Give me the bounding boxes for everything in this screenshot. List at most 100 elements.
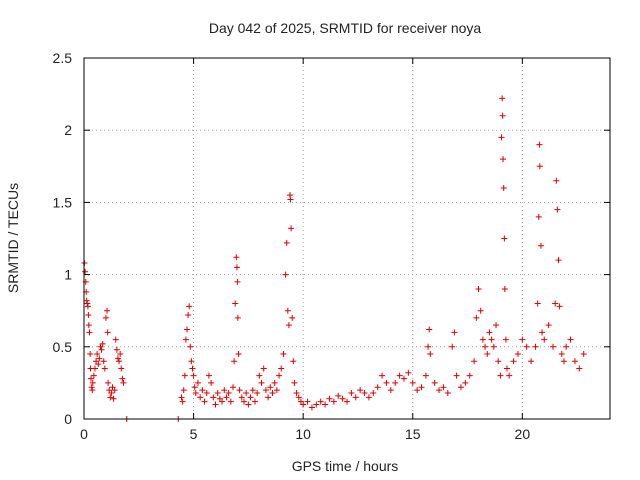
data-point	[245, 401, 252, 408]
data-point	[203, 390, 210, 397]
data-point	[247, 394, 254, 401]
y-tick-label: 2	[64, 122, 72, 138]
y-tick-label: 2.5	[53, 50, 73, 66]
data-point	[339, 395, 346, 402]
data-point	[262, 387, 269, 394]
data-point	[523, 343, 530, 350]
data-point	[409, 379, 416, 386]
data-point	[192, 390, 199, 397]
data-point	[449, 343, 456, 350]
data-point	[233, 264, 240, 271]
data-point	[269, 390, 276, 397]
data-point	[194, 379, 201, 386]
data-point	[189, 365, 196, 372]
data-point	[83, 297, 90, 304]
data-point	[392, 379, 399, 386]
data-point	[119, 375, 126, 382]
data-point	[118, 365, 125, 372]
data-point	[396, 372, 403, 379]
data-point	[240, 398, 247, 405]
data-point	[84, 303, 91, 310]
data-point	[214, 390, 221, 397]
data-point	[108, 390, 115, 397]
data-point	[112, 336, 119, 343]
data-point	[187, 343, 194, 350]
data-point	[114, 355, 121, 362]
data-point	[110, 395, 117, 402]
data-point	[431, 379, 438, 386]
data-point	[102, 314, 109, 321]
data-point	[234, 314, 241, 321]
data-point	[426, 326, 433, 333]
data-point	[348, 390, 355, 397]
data-point	[95, 361, 102, 368]
data-point	[278, 365, 285, 372]
data-point	[500, 184, 507, 191]
data-point	[223, 394, 230, 401]
data-point	[532, 343, 539, 350]
data-point	[233, 254, 240, 261]
data-point	[254, 390, 261, 397]
data-point	[552, 300, 559, 307]
data-point	[553, 177, 560, 184]
data-point	[493, 322, 500, 329]
data-point	[545, 322, 552, 329]
x-tick-label: 10	[295, 426, 311, 442]
data-point	[414, 387, 421, 394]
tick-layer: 0 5 10 15 20 0 0.5 1 1.5 2 2.5	[53, 50, 610, 442]
data-point	[365, 394, 372, 401]
data-point	[580, 351, 587, 358]
data-point	[225, 390, 232, 397]
data-point	[554, 206, 561, 213]
data-point	[536, 163, 543, 170]
data-point	[322, 401, 329, 408]
data-point	[497, 372, 504, 379]
data-point	[221, 387, 228, 394]
data-point	[502, 336, 509, 343]
data-point	[506, 372, 513, 379]
data-point	[105, 379, 112, 386]
data-point	[185, 312, 192, 319]
data-point	[498, 134, 505, 141]
data-point	[555, 257, 562, 264]
data-point	[500, 156, 507, 163]
y-tick-label: 1.5	[53, 194, 73, 210]
data-point	[536, 141, 543, 148]
data-point	[276, 372, 283, 379]
data-point	[107, 394, 114, 401]
x-tick-label: 5	[190, 426, 198, 442]
data-point	[514, 351, 521, 358]
grid-layer	[84, 58, 610, 419]
data-point	[273, 387, 280, 394]
data-point	[210, 394, 217, 401]
data-point	[405, 369, 412, 376]
data-point	[85, 312, 92, 319]
data-point	[89, 379, 96, 386]
data-point	[117, 351, 124, 358]
data-point	[444, 390, 451, 397]
data-point	[104, 307, 111, 314]
data-point	[99, 340, 106, 347]
data-point	[179, 398, 186, 405]
data-point	[317, 398, 324, 405]
data-point	[422, 372, 429, 379]
data-point	[357, 387, 364, 394]
data-point	[251, 398, 258, 405]
data-point	[91, 365, 98, 372]
data-point	[88, 375, 95, 382]
data-point	[100, 358, 107, 365]
data-point	[300, 401, 307, 408]
data-point	[288, 225, 295, 232]
data-point	[236, 387, 243, 394]
data-point	[82, 268, 89, 275]
data-point	[265, 394, 272, 401]
data-point	[186, 303, 193, 310]
data-point	[304, 398, 311, 405]
data-point	[519, 336, 526, 343]
data-point	[116, 358, 123, 365]
data-point	[182, 336, 189, 343]
data-point	[285, 322, 292, 329]
data-point	[462, 379, 469, 386]
data-point	[387, 387, 394, 394]
